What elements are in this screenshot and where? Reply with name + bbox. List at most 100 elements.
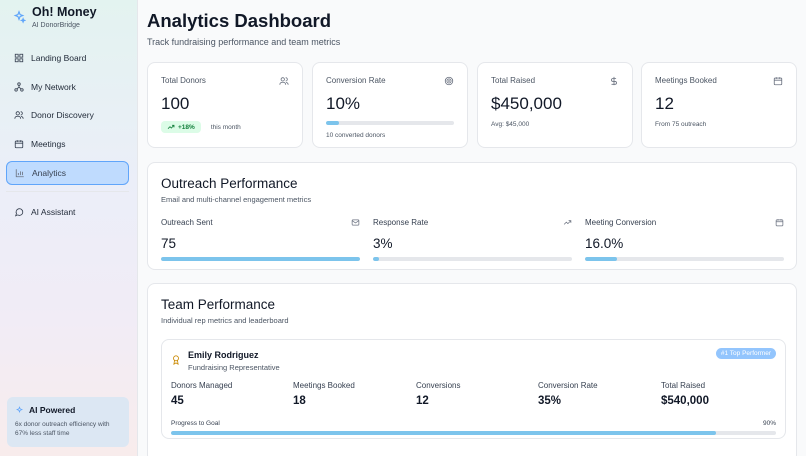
progress-fill — [326, 121, 339, 125]
progress-fill — [373, 257, 379, 261]
mail-icon — [351, 219, 360, 226]
progress-fill — [161, 257, 360, 261]
goal-label: Progress to Goal — [171, 420, 220, 427]
section-title: Outreach Performance — [161, 176, 298, 191]
stat-label: Total Raised — [491, 76, 536, 85]
brand[interactable]: Oh! Money AI DonorBridge — [12, 5, 97, 29]
rep-stat-label: Conversion Rate — [538, 381, 598, 390]
users-icon — [279, 77, 289, 85]
sidebar-item-my-network[interactable]: My Network — [6, 75, 129, 99]
rep-stat-donors-managed: Donors Managed 45 — [171, 381, 232, 407]
metric-progress-bar — [373, 257, 572, 261]
metric-value: 3% — [373, 236, 393, 251]
stat-label: Total Donors — [161, 76, 206, 85]
rep-name: Emily Rodriguez — [188, 350, 259, 360]
sidebar-item-landing-board[interactable]: Landing Board — [6, 46, 129, 70]
section-subtitle: Individual rep metrics and leaderboard — [161, 316, 289, 325]
metric-label: Outreach Sent — [161, 218, 213, 227]
award-icon — [173, 355, 179, 365]
rep-card[interactable]: Emily Rodriguez Fundraising Representati… — [161, 339, 786, 439]
rep-stat-label: Conversions — [416, 381, 461, 390]
rep-role: Fundraising Representative — [188, 363, 280, 372]
sidebar-item-donor-discovery[interactable]: Donor Discovery — [6, 103, 129, 127]
rep-stat-value: $540,000 — [661, 395, 709, 407]
stat-label: Conversion Rate — [326, 76, 386, 85]
page-subtitle: Track fundraising performance and team m… — [147, 37, 341, 47]
chart-icon — [15, 169, 24, 177]
sidebar-item-label: AI Assistant — [31, 206, 76, 217]
progress-fill — [585, 257, 617, 261]
sidebar-item-analytics[interactable]: Analytics — [6, 160, 129, 185]
metric-label: Meeting Conversion — [585, 218, 657, 227]
sidebar-item-label: My Network — [31, 81, 76, 92]
rep-stat-value: 12 — [416, 395, 429, 407]
rep-stat-label: Meetings Booked — [293, 381, 355, 390]
trending-up-icon — [563, 220, 572, 225]
calendar-icon — [775, 219, 784, 227]
conversion-progress-bar — [326, 121, 454, 125]
sidebar-item-label: Analytics — [32, 167, 67, 178]
metric-progress-bar — [585, 257, 784, 261]
stat-value: 10% — [326, 94, 361, 113]
target-icon — [444, 76, 454, 86]
rep-stat-label: Total Raised — [661, 381, 706, 390]
metric-label: Response Rate — [373, 218, 429, 227]
rep-stat-value: 18 — [293, 395, 306, 407]
network-icon — [14, 82, 24, 92]
sidebar-item-ai-assistant[interactable]: AI Assistant — [6, 200, 129, 224]
metric-value: 16.0% — [585, 236, 624, 251]
metric-progress-bar — [161, 257, 360, 261]
stat-note: 10 converted donors — [326, 132, 386, 139]
users-icon — [14, 111, 24, 120]
rep-stat-value: 45 — [171, 395, 184, 407]
sidebar-nav: Landing Board My Network Donor Discovery… — [6, 46, 129, 228]
ai-powered-card: AI Powered 6x donor outreach efficiency … — [7, 397, 129, 447]
stat-value: 100 — [161, 94, 190, 113]
app-title: Oh! Money — [32, 5, 97, 19]
app-subtitle: AI DonorBridge — [32, 22, 80, 29]
rep-stat-conversion-rate: Conversion Rate 35% — [538, 381, 598, 407]
promo-text: 6x donor outreach efficiency with 67% le… — [15, 421, 110, 437]
sidebar-item-meetings[interactable]: Meetings — [6, 132, 129, 156]
progress-fill — [171, 431, 716, 435]
sidebar-item-label: Donor Discovery — [31, 110, 94, 121]
dollar-icon — [611, 76, 617, 86]
promo-title: AI Powered — [29, 405, 76, 415]
sparkles-icon — [13, 10, 26, 24]
rep-stat-label: Donors Managed — [171, 381, 233, 390]
growth-value: +18% — [178, 123, 195, 131]
stat-card-total-donors: Total Donors 100 +18% this month — [147, 62, 303, 148]
stat-card-meetings-booked: Meetings Booked 12 From 75 outreach — [641, 62, 797, 148]
chat-icon — [14, 208, 24, 217]
metric-meeting-conversion: Meeting Conversion 16.0% — [585, 218, 784, 261]
sparkles-icon — [16, 405, 23, 413]
team-performance-card: Team Performance Individual rep metrics … — [147, 283, 797, 456]
goal-progress-bar — [171, 431, 776, 435]
outreach-performance-card: Outreach Performance Email and multi-cha… — [147, 162, 797, 270]
top-performer-badge: #1 Top Performer — [715, 348, 776, 359]
rep-stat-total-raised: Total Raised $540,000 — [661, 381, 709, 407]
stat-note: Avg: $45,000 — [491, 121, 530, 128]
calendar-icon — [773, 77, 783, 86]
trending-up-icon — [167, 124, 175, 129]
sidebar: Oh! Money AI DonorBridge Landing Board M… — [0, 0, 138, 456]
grid-icon — [14, 53, 24, 63]
nav-divider — [6, 190, 129, 192]
section-title: Team Performance — [161, 297, 276, 312]
page-title: Analytics Dashboard — [147, 10, 332, 31]
goal-value: 90% — [762, 420, 776, 427]
stat-value: $450,000 — [491, 94, 562, 113]
sidebar-item-label: Landing Board — [31, 53, 87, 63]
stat-card-total-raised: Total Raised $450,000 Avg: $45,000 — [477, 62, 633, 148]
growth-badge: +18% — [161, 121, 201, 133]
rep-stat-meetings-booked: Meetings Booked 18 — [293, 381, 355, 407]
stat-note: this month — [210, 123, 241, 131]
stat-value: 12 — [655, 94, 674, 113]
calendar-icon — [14, 140, 24, 149]
metric-value: 75 — [161, 236, 177, 251]
stat-label: Meetings Booked — [655, 76, 717, 85]
metric-outreach-sent: Outreach Sent 75 — [161, 218, 360, 261]
stat-card-conversion-rate: Conversion Rate 10% 10 converted donors — [312, 62, 468, 148]
section-subtitle: Email and multi-channel engagement metri… — [161, 195, 312, 204]
rep-stat-value: 35% — [538, 395, 562, 407]
